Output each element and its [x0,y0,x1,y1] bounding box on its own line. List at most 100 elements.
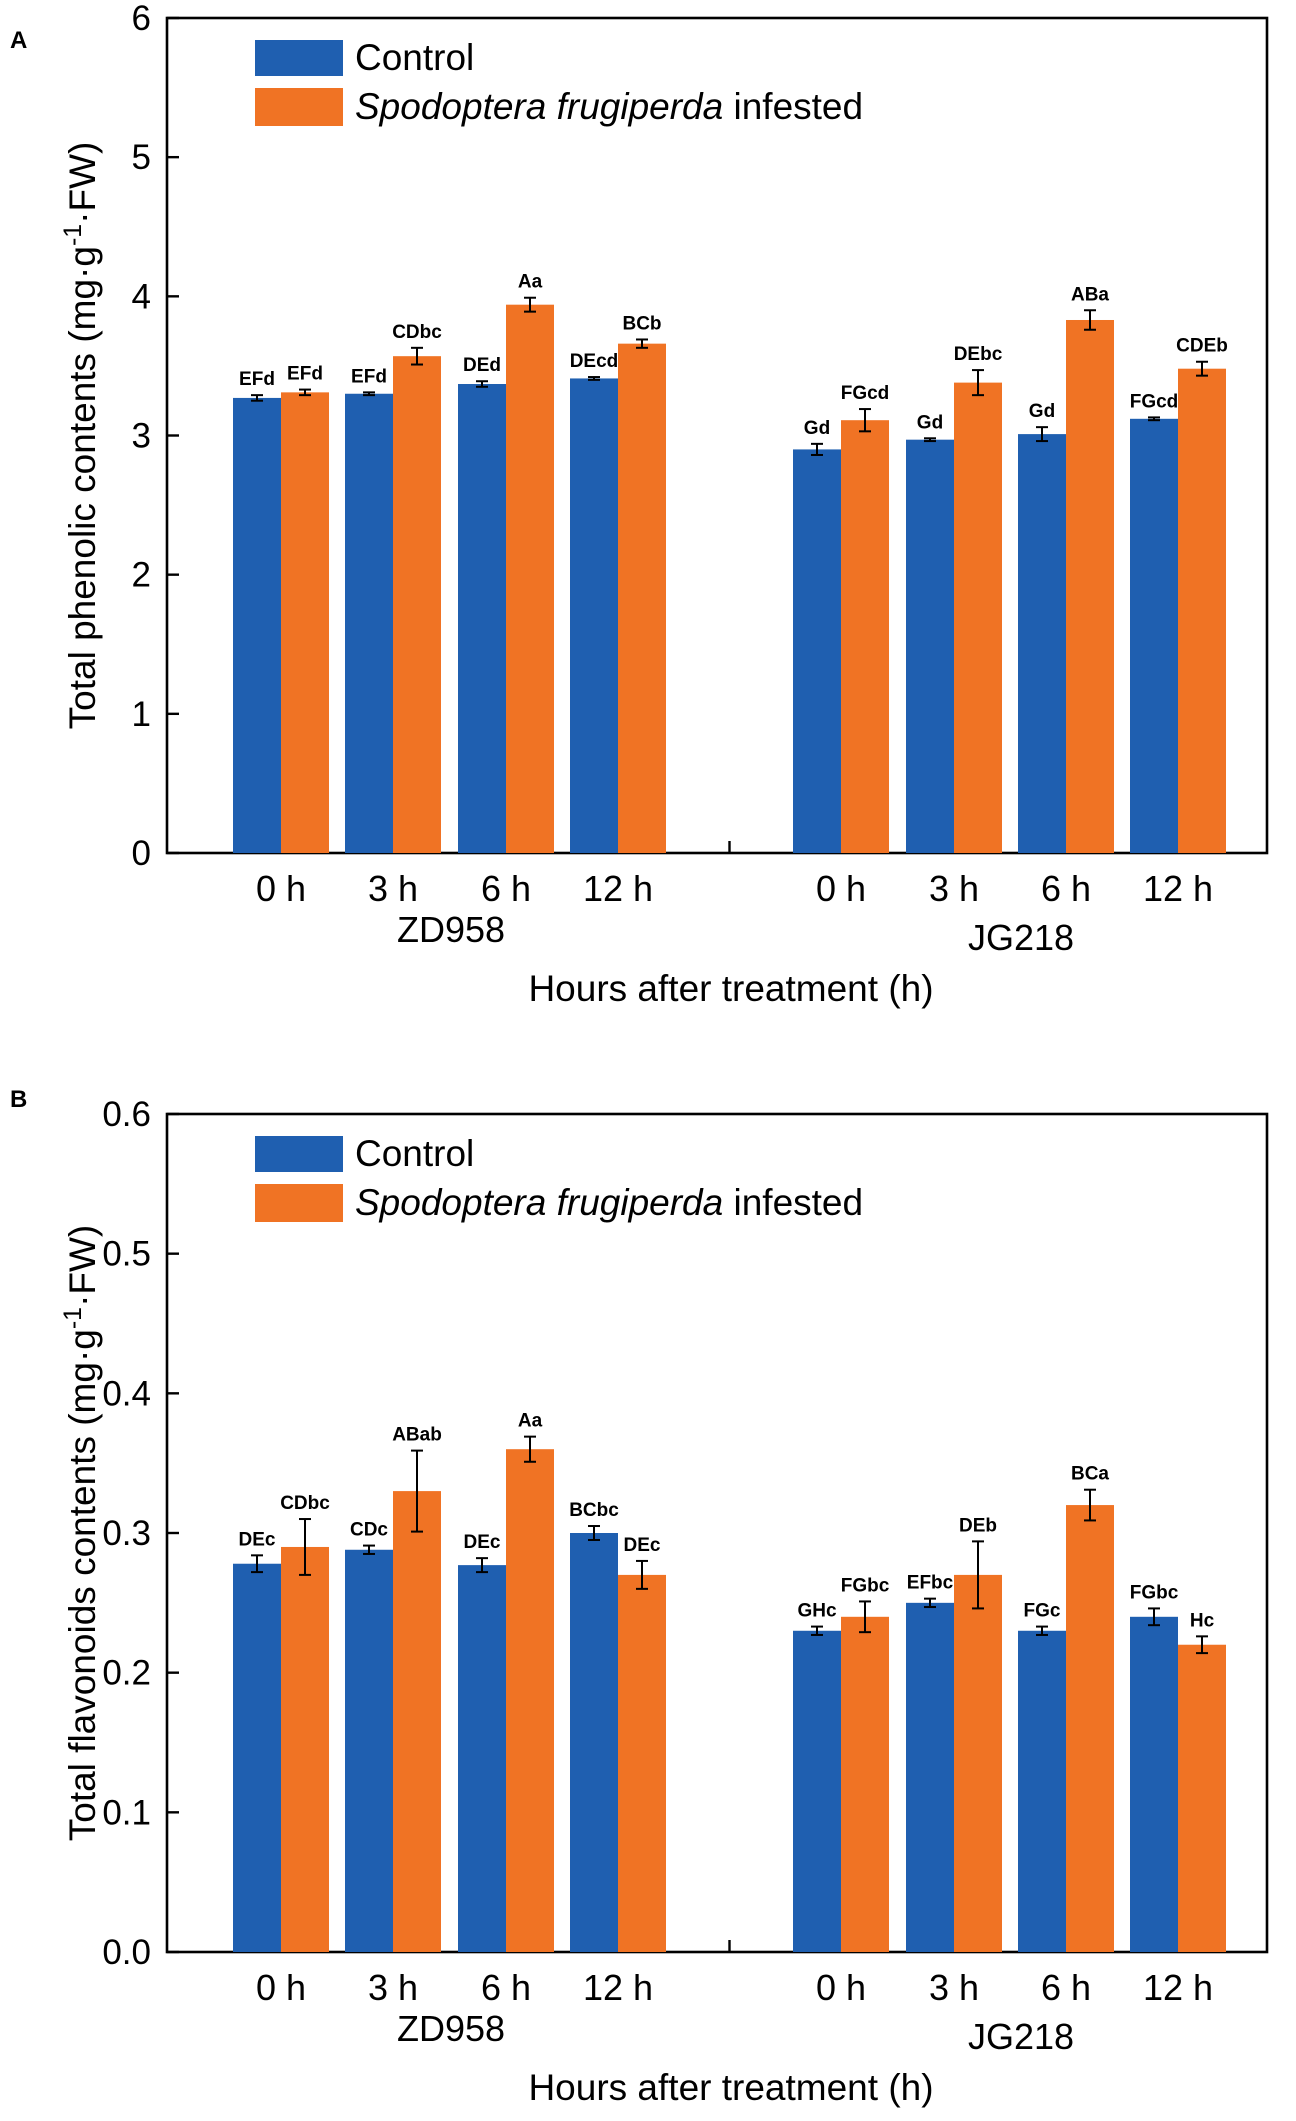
significance-label: GHc [797,1601,837,1622]
y-tick-label: 6 [132,0,151,38]
x-category-label: 12 h [583,868,653,909]
significance-label: Aa [518,272,543,293]
legend-label-control: Control [355,1133,474,1174]
bar-infested-3 [506,304,554,853]
bar-control-7 [1018,434,1066,853]
y-axis-title: Total flavonoids contents (mg·g-1·FW) [59,1225,103,1842]
legend-swatch-infested [255,1184,343,1222]
bar-infested-7 [1066,319,1114,853]
bar-control-8 [1130,418,1178,853]
bar-control-6 [906,1602,954,1952]
bar-control-6 [906,439,954,853]
bar-control-8 [1130,1616,1178,1952]
legend-label-control: Control [355,37,474,78]
x-category-label: 0 h [256,868,306,909]
y-tick-label: 3 [132,417,151,456]
x-category-label: 3 h [368,1967,418,2008]
significance-label: FGcd [1130,391,1179,412]
x-category-label: 3 h [368,868,418,909]
x-category-label: 0 h [816,1967,866,2008]
x-category-label: 12 h [1143,1967,1213,2008]
bar-infested-6 [954,1574,1002,1952]
significance-label: EFd [239,369,275,390]
bar-control-2 [345,393,393,853]
group-label-jg218: JG218 [968,2016,1074,2057]
x-category-label: 0 h [816,868,866,909]
y-tick-label: 0.6 [102,1095,151,1134]
x-category-label: 6 h [1041,868,1091,909]
bar-control-5 [793,449,841,853]
bar-infested-6 [954,382,1002,853]
legend-label-infested: Spodoptera frugiperda infested [355,1182,863,1223]
y-tick-label: 0 [132,834,151,873]
significance-label: FGbc [841,1575,890,1596]
x-category-label: 12 h [1143,868,1213,909]
significance-label: CDEb [1176,336,1228,357]
significance-label: CDbc [392,322,442,343]
bar-infested-3 [506,1449,554,1952]
y-tick-label: 5 [132,138,151,177]
x-axis-title: Hours after treatment (h) [528,2067,933,2108]
bar-infested-8 [1178,1644,1226,1952]
x-category-label: 0 h [256,1967,306,2008]
bar-control-3 [458,384,506,853]
bar-infested-1 [281,392,329,853]
y-tick-label: 4 [132,277,151,316]
bar-infested-5 [841,420,889,853]
significance-label: ABa [1071,284,1109,305]
significance-label: DEbc [954,344,1003,365]
bar-infested-8 [1178,368,1226,853]
significance-label: EFbc [907,1573,954,1594]
x-category-label: 12 h [583,1967,653,2008]
significance-label: DEc [239,1529,276,1550]
significance-label: DEd [463,355,501,376]
significance-label: Gd [1029,401,1055,422]
significance-label: FGbc [1130,1582,1179,1603]
bar-infested-2 [393,1491,441,1952]
significance-label: DEcd [570,351,619,372]
significance-label: Aa [518,1411,543,1432]
y-tick-label: 0.1 [102,1793,151,1832]
group-label-zd958: ZD958 [397,2008,505,2049]
significance-label: DEb [959,1515,997,1536]
bar-control-2 [345,1549,393,1952]
significance-label: BCa [1071,1464,1109,1485]
significance-label: Gd [917,412,943,433]
x-category-label: 3 h [929,868,979,909]
x-category-label: 6 h [481,868,531,909]
bar-infested-5 [841,1616,889,1952]
y-tick-label: 2 [132,556,151,595]
y-tick-label: 0.5 [102,1235,151,1274]
x-category-label: 3 h [929,1967,979,2008]
x-axis-title: Hours after treatment (h) [528,968,933,1009]
significance-label: Hc [1190,1610,1215,1631]
significance-label: BCbc [569,1500,619,1521]
y-axis-title: Total phenolic contents (mg·g-1·FW) [59,142,103,730]
bar-control-1 [233,1563,281,1952]
significance-label: CDbc [280,1493,330,1514]
significance-label: Gd [804,418,830,439]
significance-label: EFd [287,364,323,385]
bar-control-7 [1018,1630,1066,1952]
bar-control-5 [793,1630,841,1952]
legend-swatch-control [255,40,343,76]
y-tick-label: 1 [132,695,151,734]
y-tick-label: 0.3 [102,1514,151,1553]
bar-infested-2 [393,356,441,853]
group-label-zd958: ZD958 [397,909,505,950]
significance-label: DEc [464,1532,501,1553]
significance-label: BCb [622,313,661,334]
legend-label-infested: Spodoptera frugiperda infested [355,86,863,127]
legend-swatch-control [255,1136,343,1172]
panel-label: A [10,27,27,54]
legend-swatch-infested [255,88,343,126]
legend: Control Spodoptera frugiperda infested [255,1133,863,1223]
significance-label: ABab [392,1425,442,1446]
x-category-label: 6 h [481,1967,531,2008]
bar-control-1 [233,397,281,853]
bar-infested-1 [281,1546,329,1952]
significance-label: DEc [624,1535,661,1556]
legend: Control Spodoptera frugiperda infested [255,37,863,127]
significance-label: CDc [350,1520,388,1541]
group-label-jg218: JG218 [968,917,1074,958]
